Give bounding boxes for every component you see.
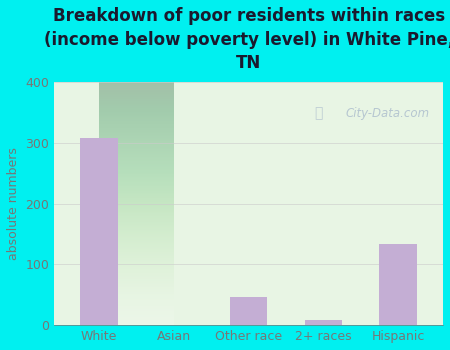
- Bar: [305, 320, 342, 325]
- Text: ⌕: ⌕: [315, 107, 323, 121]
- Bar: [81, 138, 118, 325]
- Title: Breakdown of poor residents within races
(income below poverty level) in White P: Breakdown of poor residents within races…: [44, 7, 450, 72]
- Y-axis label: absolute numbers: absolute numbers: [7, 147, 20, 260]
- Bar: [230, 296, 267, 325]
- Text: City-Data.com: City-Data.com: [346, 107, 430, 120]
- Bar: [379, 244, 417, 325]
